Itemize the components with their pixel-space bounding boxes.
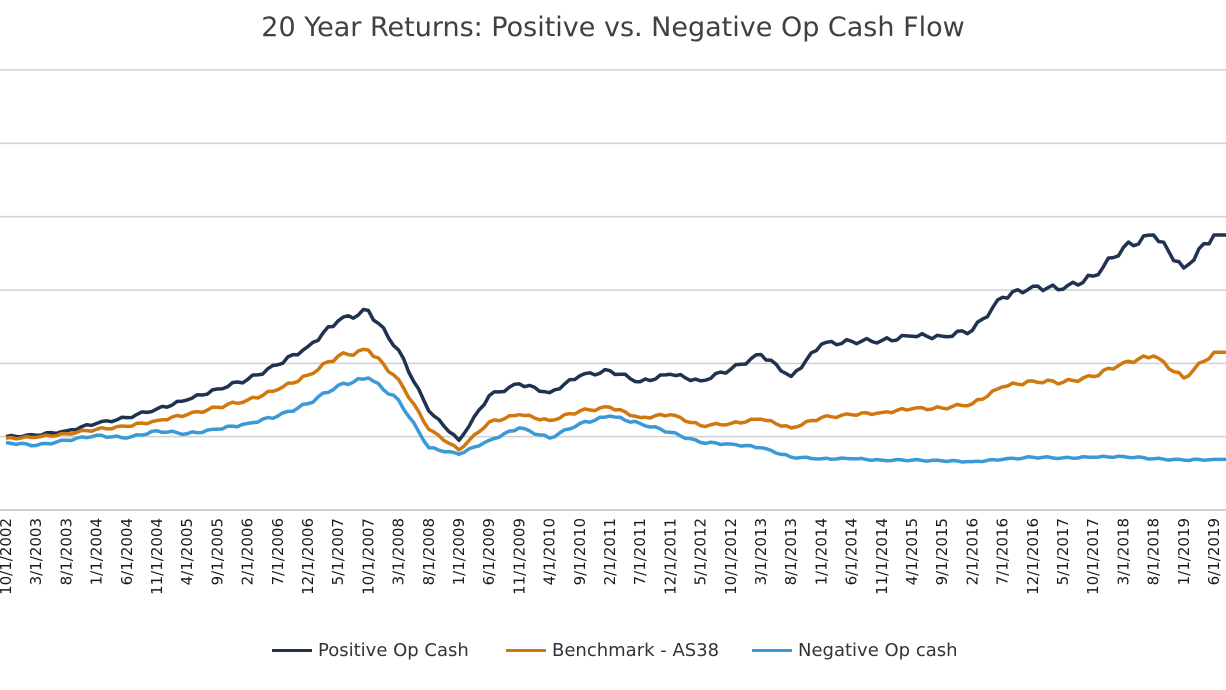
x-tick-label: 4/1/2015	[903, 518, 921, 585]
x-tick-label: 7/1/2006	[269, 518, 287, 585]
series-line-benchmark-as38	[5, 347, 1226, 452]
x-tick-label: 8/1/2013	[782, 518, 800, 585]
x-tick-label: 9/1/2005	[208, 518, 226, 585]
gridlines	[0, 69, 1226, 511]
x-tick-label: 1/1/2014	[812, 518, 830, 585]
legend-label-benchmark: Benchmark - AS38	[552, 640, 720, 661]
x-tick-label: 3/1/2013	[752, 518, 770, 585]
x-tick-label: 12/1/2006	[299, 518, 317, 595]
x-tick-label: 10/1/2017	[1084, 518, 1102, 595]
x-tick-label: 5/1/2007	[329, 518, 347, 585]
x-tick-label: 10/1/2007	[359, 518, 377, 595]
x-tick-label: 2/1/2016	[963, 518, 981, 585]
x-tick-label: 11/1/2009	[510, 518, 528, 595]
x-tick-label: 8/1/2003	[57, 518, 75, 585]
x-tick-label: 1/1/2004	[88, 518, 106, 585]
x-tick-label: 8/1/2008	[420, 518, 438, 585]
legend-item-negative-op-cash: Negative Op cash	[752, 640, 958, 661]
chart-title: 20 Year Returns: Positive vs. Negative O…	[261, 12, 965, 43]
x-tick-label: 6/1/2004	[118, 518, 136, 585]
x-tick-label: 10/1/2012	[722, 518, 740, 595]
legend-swatch-negative	[752, 649, 792, 652]
legend-item-benchmark: Benchmark - AS38	[506, 640, 719, 661]
x-tick-label: 9/1/2015	[933, 518, 951, 585]
series-line-positive-op-cash	[5, 233, 1226, 443]
legend-label-negative: Negative Op cash	[798, 640, 958, 661]
line-chart: 10/1/2002 3/1/2003 8/1/2003 1/1/2004 6/1/200…	[0, 69, 1226, 595]
x-tick-label: 3/1/2018	[1114, 518, 1132, 585]
x-tick-label: 8/1/2018	[1145, 518, 1163, 585]
x-tick-label: 7/1/2011	[631, 518, 649, 585]
x-tick-label: 11/1/2014	[873, 518, 891, 595]
x-tick-label: 4/1/2005	[178, 518, 196, 585]
x-tick-label: 1/1/2009	[450, 518, 468, 585]
x-tick-label: 10/1/2002	[0, 518, 15, 595]
x-tick-label: 12/1/2011	[661, 518, 679, 595]
x-tick-label: 9/1/2010	[571, 518, 589, 585]
series-line-negative-op-cash	[5, 376, 1226, 464]
x-tick-label: 11/1/2004	[148, 518, 166, 595]
x-tick-label: 7/1/2016	[994, 518, 1012, 585]
x-tick-label: 6/1/2014	[843, 518, 861, 585]
x-tick-label: 1/1/2019	[1175, 518, 1193, 585]
x-tick-label: 2/1/2011	[601, 518, 619, 585]
x-tick-label: 4/1/2010	[541, 518, 559, 585]
legend: Positive Op Cash Benchmark - AS38 Negati…	[0, 640, 1226, 670]
x-tick-label: 5/1/2012	[692, 518, 710, 585]
x-tick-label: 3/1/2003	[27, 518, 45, 585]
x-tick-label: 3/1/2008	[390, 518, 408, 585]
legend-swatch-positive	[272, 649, 312, 652]
x-tick-label: 6/1/2019	[1205, 518, 1223, 585]
x-tick-label: 6/1/2009	[480, 518, 498, 585]
series-lines	[5, 233, 1226, 464]
legend-item-positive-op-cash: Positive Op Cash	[272, 640, 469, 661]
x-tick-label: 12/1/2016	[1024, 518, 1042, 595]
x-axis-tick-labels: 10/1/2002 3/1/2003 8/1/2003 1/1/2004 6/1/200…	[0, 518, 1223, 595]
legend-swatch-benchmark	[506, 649, 546, 652]
x-tick-label: 2/1/2006	[239, 518, 257, 585]
legend-label-positive: Positive Op Cash	[318, 640, 469, 661]
x-tick-label: 5/1/2017	[1054, 518, 1072, 585]
